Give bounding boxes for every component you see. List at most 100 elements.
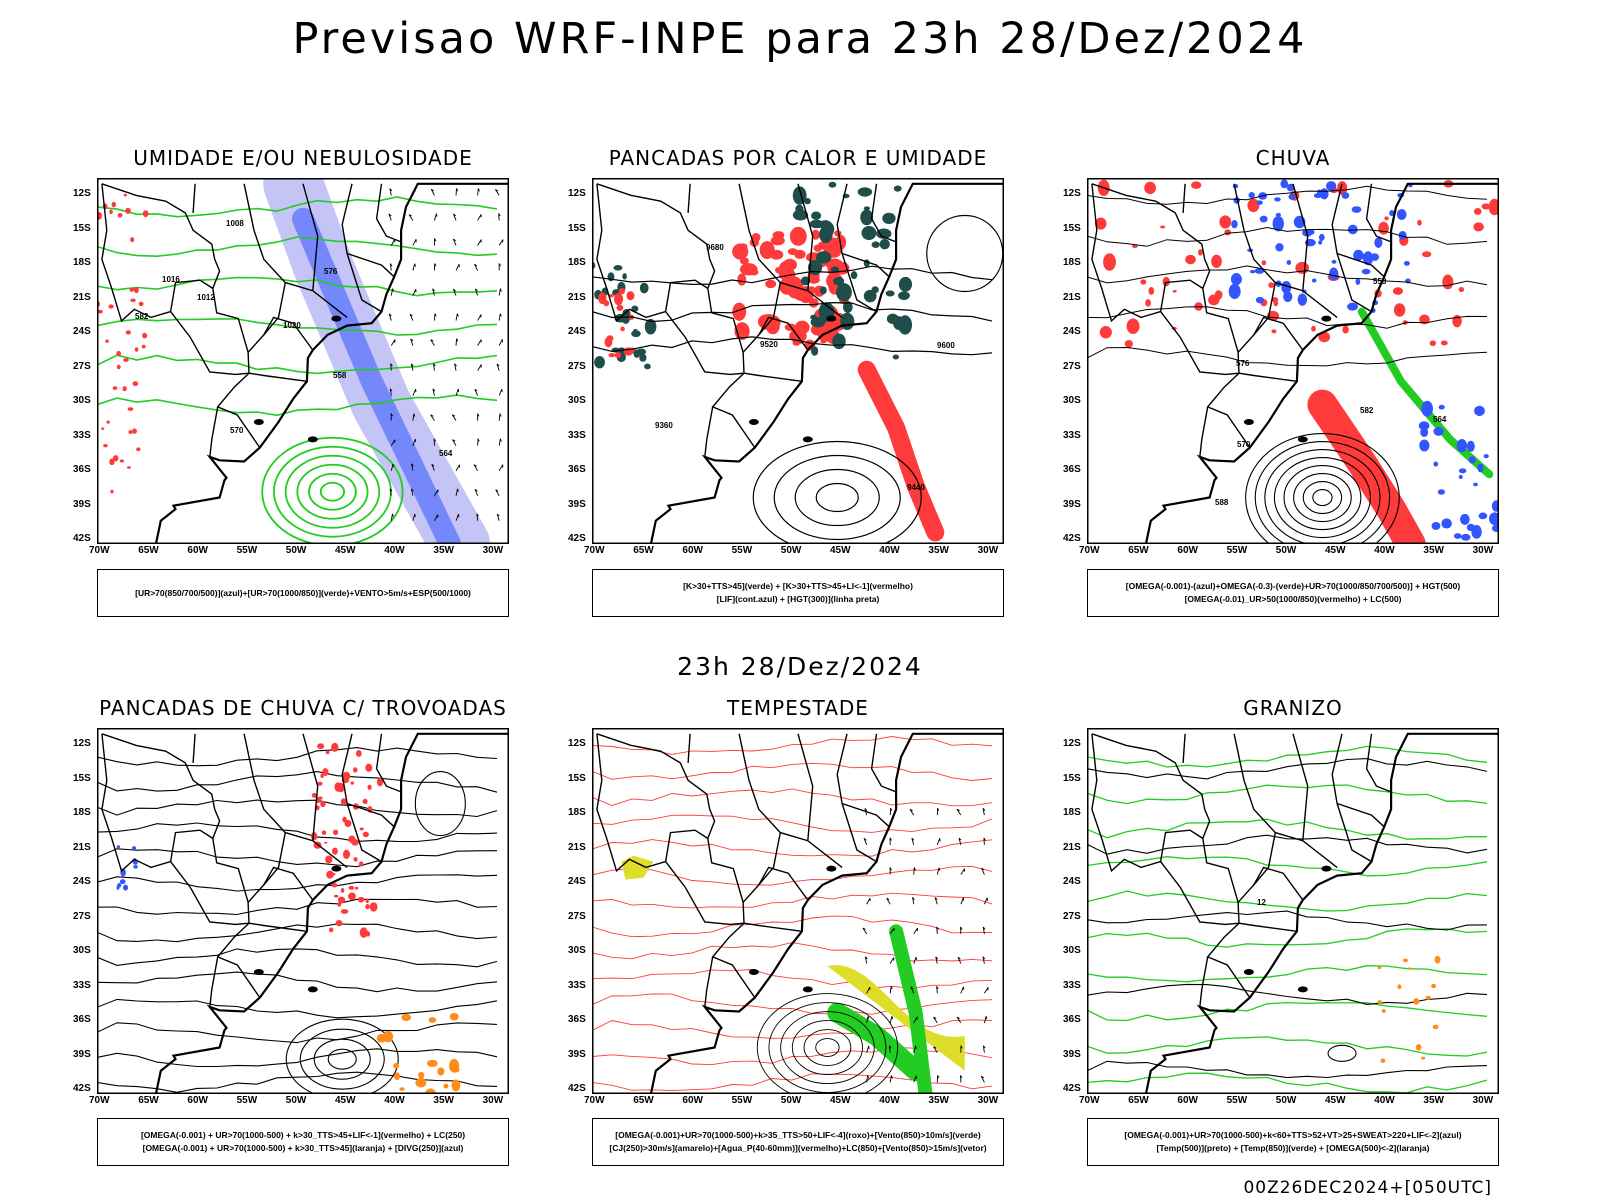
lat-tick-label: 27S: [73, 360, 91, 372]
lon-tick-label: 40W: [1374, 1095, 1395, 1106]
lon-tick-label: 65W: [138, 1095, 159, 1106]
panel-title: CHUVA: [1255, 146, 1331, 170]
contour-label: 9360: [655, 421, 673, 430]
blue-rain: [1228, 179, 1413, 313]
lat-tick-label: 42S: [73, 533, 91, 544]
contour-label: 582: [135, 312, 149, 321]
lat-tick-label: 33S: [1063, 429, 1081, 441]
lat-tick-label: 33S: [73, 979, 91, 991]
lon-tick-label: 65W: [633, 545, 654, 556]
lon-tick-label: 70W: [584, 545, 605, 556]
contour-label: 582: [1360, 406, 1374, 415]
temp850: [1087, 745, 1488, 1094]
contour-label: 564: [439, 449, 453, 458]
lon-tick-label: 60W: [187, 1095, 208, 1106]
lon-tick-label: 40W: [1374, 545, 1395, 556]
lon-tick-label: 35W: [1423, 545, 1444, 556]
lat-tick-label: 39S: [73, 498, 91, 510]
weather-map: 12: [1087, 728, 1499, 1094]
lon-tick-label: 40W: [879, 1095, 900, 1106]
stream-lines: [1087, 185, 1488, 367]
legend-line: [OMEGA(-0.001)+UR>70(1000-500)+k<60+TTS>…: [1124, 1130, 1462, 1140]
legend-line: [CJ(250)>30m/s](amarelo)+[Agua_P(40-60mm…: [609, 1143, 987, 1153]
panel-title: PANCADAS POR CALOR E UMIDADE: [608, 146, 988, 170]
lat-tick-label: 33S: [568, 429, 586, 441]
lat-tick-label: 42S: [1063, 1083, 1081, 1094]
lat-tick-label: 21S: [1063, 841, 1081, 853]
map-frame: [97, 728, 509, 1094]
page-title: Previsao WRF-INPE para 23h 28/Dez/2024: [292, 14, 1308, 64]
lat-tick-label: 39S: [568, 1048, 586, 1060]
lon-tick-label: 30W: [482, 1095, 504, 1106]
lon-tick-label: 60W: [682, 545, 703, 556]
lon-tick-label: 50W: [285, 545, 307, 556]
red-rain: [1095, 179, 1499, 348]
legend-box: [OMEGA(-0.001) + UR>70(1000-500) + k>30_…: [97, 1118, 509, 1166]
lat-tick-label: 18S: [73, 257, 91, 268]
legend-line: [OMEGA(-0.001) + UR>70(1000-500) + k>30_…: [142, 1143, 464, 1153]
weather-map: 588 582 576 570 564 558: [1087, 178, 1499, 544]
lat-tick-label: 36S: [568, 1014, 586, 1025]
lat-tick-label: 21S: [73, 841, 91, 853]
lon-tick-label: 50W: [780, 545, 802, 556]
contour-label: 576: [324, 267, 338, 276]
lon-tick-label: 65W: [1128, 545, 1149, 556]
contour-label: 558: [1373, 277, 1387, 286]
map-frame: [97, 178, 509, 544]
weather-map: [592, 728, 1004, 1094]
lon-tick-label: 55W: [236, 1095, 258, 1106]
legend-box: [OMEGA(-0.001)-(azul)+OMEGA(-0.3)-(verde…: [1087, 569, 1499, 617]
green-isolines: [261, 436, 404, 544]
contour-label: 570: [230, 426, 244, 435]
panel-title: UMIDADE E/OU NEBULOSIDADE: [133, 146, 473, 170]
lat-tick-label: 18S: [568, 807, 586, 818]
weather-map: 9680 9600 9520 9440 9360: [592, 178, 1004, 544]
lat-tick-label: 42S: [1063, 533, 1081, 544]
contour-label: 9680: [706, 243, 724, 252]
lat-tick-label: 36S: [73, 464, 91, 475]
lat-tick-label: 27S: [1063, 360, 1081, 372]
wind-vectors: [862, 807, 989, 1083]
lon-tick-label: 35W: [928, 1095, 949, 1106]
map-frame: [1087, 178, 1499, 544]
lat-tick-label: 12S: [1063, 188, 1081, 199]
lon-tick-label: 65W: [633, 1095, 654, 1106]
lon-tick-label: 55W: [731, 1095, 753, 1106]
lon-tick-label: 30W: [977, 545, 999, 556]
contour-label: 564: [1433, 415, 1447, 424]
lat-tick-label: 27S: [568, 360, 586, 372]
lon-tick-label: 50W: [1275, 545, 1297, 556]
lat-tick-label: 18S: [1063, 257, 1081, 268]
lon-tick-label: 30W: [1472, 1095, 1494, 1106]
lon-tick-label: 35W: [1423, 1095, 1444, 1106]
lat-tick-label: 39S: [73, 1048, 91, 1060]
lat-tick-label: 27S: [73, 910, 91, 922]
lon-tick-label: 70W: [1079, 1095, 1100, 1106]
lat-tick-label: 24S: [1063, 326, 1081, 337]
lat-tick-label: 30S: [1063, 395, 1081, 406]
temp500: [1087, 758, 1488, 1079]
legend-box: [K>30+TTS>45](verde) + [K>30+TTS>45+LI<-…: [592, 569, 1004, 617]
weather-map: 1012 1016 1020 1008 570 576 582 558 564: [97, 178, 509, 544]
lon-tick-label: 40W: [879, 545, 900, 556]
contour-label: 570: [1237, 440, 1251, 449]
lat-tick-label: 21S: [568, 291, 586, 303]
lat-tick-label: 33S: [73, 429, 91, 441]
lat-tick-label: 30S: [1063, 945, 1081, 956]
lat-tick-label: 30S: [568, 945, 586, 956]
blue-divg: [116, 845, 138, 891]
red-cells: [732, 226, 850, 351]
lon-tick-label: 45W: [335, 1095, 356, 1106]
lon-tick-label: 45W: [335, 545, 356, 556]
hgt-lines: [592, 265, 993, 356]
valid-time-title: 23h 28/Dez/2024: [677, 652, 923, 681]
red-band: [857, 360, 945, 542]
legend-line: [OMEGA(-0.01)_UR>50(1000/850)(vermelho) …: [1184, 594, 1402, 604]
lat-tick-label: 21S: [1063, 291, 1081, 303]
lon-tick-label: 60W: [1177, 1095, 1198, 1106]
lat-tick-label: 36S: [73, 1014, 91, 1025]
legend-line: [UR>70(850/700/500)](azul)+[UR>70(1000/8…: [135, 587, 471, 598]
legend-line: [Temp(500)](preto) + [Temp(850)](verde) …: [1156, 1143, 1430, 1153]
lon-tick-label: 35W: [433, 1095, 454, 1106]
contour-label: 12: [1257, 898, 1266, 907]
